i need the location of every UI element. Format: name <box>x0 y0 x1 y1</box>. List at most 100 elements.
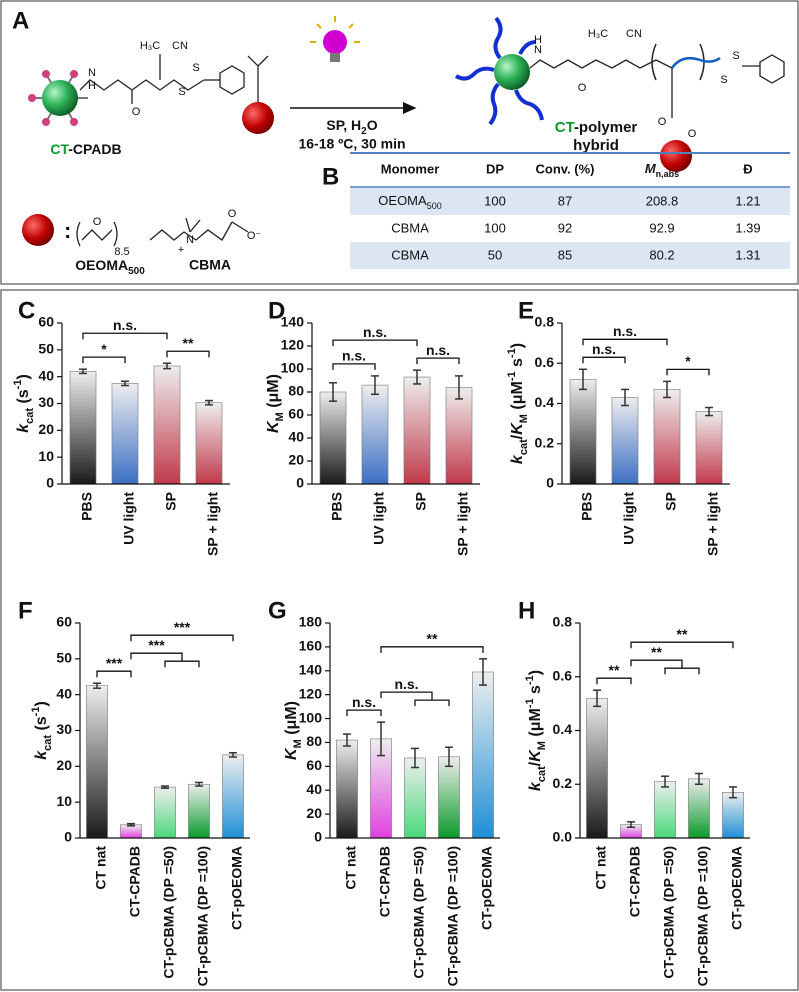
label-part: cat <box>24 408 36 424</box>
label-part: OEOMA <box>75 257 128 273</box>
table-cell: 100 <box>484 220 506 235</box>
label-part: s <box>527 685 544 698</box>
label-part: cat <box>536 766 548 782</box>
atom-label: H₃C <box>588 28 608 40</box>
bond <box>79 79 205 91</box>
label-part: k <box>509 454 526 464</box>
panel-frame <box>0 0 799 285</box>
bar <box>153 365 181 485</box>
atom-label: O <box>658 116 667 128</box>
bond <box>231 221 249 233</box>
y-axis-label: kcat/KM (μM-1 s-1) <box>506 343 530 464</box>
significance-bracket <box>130 634 234 642</box>
y-axis-label: kcat (s-1) <box>12 374 36 433</box>
significance-label: *** <box>148 637 165 653</box>
y-axis-label: kcat/KM (μM-1 s-1) <box>524 670 548 791</box>
y-tick-label: 20 <box>288 452 304 468</box>
error-bar <box>445 746 453 768</box>
y-tick-label: 10 <box>38 448 54 464</box>
cell-part: n,abs <box>656 169 680 179</box>
label-part: M <box>274 412 286 421</box>
x-tick-label: CT-pOEOMA <box>729 846 745 930</box>
y-tick-label: 30 <box>38 394 54 410</box>
significance-bracket <box>96 670 132 678</box>
label-part: O <box>367 117 378 133</box>
x-tick-label: CT-pCBMA (DP =100) <box>195 846 211 986</box>
condition: 16-18 ºC, 30 min <box>298 136 405 152</box>
atom-label: H <box>534 34 542 46</box>
significance-label: * <box>101 341 107 357</box>
significance-bracket <box>630 659 700 675</box>
bar <box>472 671 494 839</box>
table-header: Conv. (%) <box>536 161 595 176</box>
error-bar <box>377 721 385 757</box>
label-part: cat <box>42 735 54 751</box>
error-bar <box>695 772 703 785</box>
label-part: -1 <box>30 707 42 717</box>
label-part: K <box>283 747 300 760</box>
atom-label: O <box>228 208 237 220</box>
bar-chart: G 0 20 40 60 80 100 120 140 160 180 KM (μM) CT nat CT… <box>268 597 500 986</box>
y-tick-label: 0.0 <box>553 829 573 845</box>
bar <box>445 387 473 485</box>
error-bar <box>229 751 237 758</box>
panel-label: D <box>268 297 285 324</box>
x-tick-label: UV light <box>621 492 637 545</box>
bond <box>189 219 201 233</box>
x-tick-label: CT-pOEOMA <box>229 846 245 930</box>
bar <box>361 384 389 485</box>
bar <box>195 402 223 485</box>
bar <box>69 370 97 485</box>
significance-bracket <box>130 652 200 668</box>
atom-label: N <box>534 44 542 56</box>
table-cell: 87 <box>558 193 572 208</box>
x-tick-label: SP + light <box>705 492 721 556</box>
bar <box>120 824 142 839</box>
y-tick-label: 20 <box>306 805 322 821</box>
significance-label: n.s. <box>352 694 376 710</box>
y-tick-label: 20 <box>56 757 72 773</box>
x-tick-label: CT nat <box>593 846 609 890</box>
error-bar <box>121 380 129 387</box>
bar <box>336 739 358 839</box>
product-label: hybrid <box>573 137 619 154</box>
y-tick-label: 120 <box>281 337 305 353</box>
label-part: CT <box>555 119 575 136</box>
x-tick-label: SP + light <box>205 492 221 556</box>
label-part: / <box>527 761 544 766</box>
monomer-label: CBMA <box>189 257 231 273</box>
y-axis-label: KM (μM) <box>283 701 304 760</box>
bar <box>586 697 608 839</box>
label-part: ) <box>509 343 526 348</box>
atom-label: S <box>720 74 727 86</box>
bracket <box>76 221 118 247</box>
label-part: -1 <box>506 371 518 381</box>
y-axis-label: KM (μM) <box>265 374 286 433</box>
label-part: M <box>518 414 530 423</box>
cell-part: 500 <box>427 201 442 211</box>
x-tick-label: SP <box>663 492 679 511</box>
x-tick-label: SP + light <box>455 492 471 556</box>
significance-bracket <box>82 332 168 340</box>
panel-label: B <box>322 163 339 190</box>
bar <box>688 778 710 839</box>
significance-label: ** <box>183 335 194 351</box>
y-tick-label: 140 <box>281 314 305 330</box>
y-tick-label: 0.4 <box>535 394 555 410</box>
panel-label: A <box>12 7 29 34</box>
x-tick-label: CT-pOEOMA <box>479 846 495 930</box>
light-bulb <box>310 16 360 62</box>
bar <box>569 379 597 485</box>
x-tick-label: CT-pCBMA (DP =50) <box>161 846 177 979</box>
y-tick-label: 100 <box>281 360 305 376</box>
atom-label: S <box>732 50 739 62</box>
significance-bracket <box>582 338 668 346</box>
y-tick-label: 0 <box>46 475 54 491</box>
x-tick-label: PBS <box>579 492 595 521</box>
atom-label: O <box>688 128 697 140</box>
y-axis-label: kcat (s-1) <box>30 701 54 760</box>
label-part: CT <box>50 141 69 157</box>
label-part: ) <box>33 701 50 706</box>
label-part: (μM <box>527 708 544 741</box>
label-part: cat <box>518 439 530 455</box>
